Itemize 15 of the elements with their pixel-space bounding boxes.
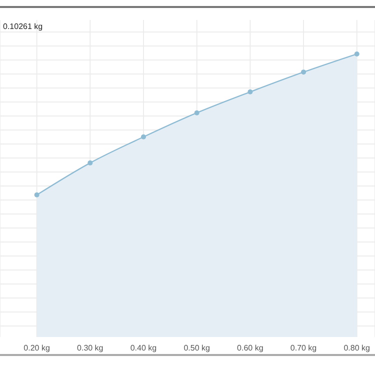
x-tick-label: 0.70 kg [290,344,317,353]
x-tick-label: 0.20 kg [24,344,50,353]
point [140,134,146,140]
point [248,89,253,94]
x-tick-label: 0.40 kg [130,344,157,353]
x-tick-label: 0.60 kg [237,344,264,353]
x-tick-label: 0.80 kg [344,344,370,353]
point [301,70,306,75]
point [194,110,200,116]
x-tick-label: 0.50 kg [184,344,210,353]
point [34,192,40,198]
point [354,51,360,56]
x-tick-label: 0.30 kg [77,344,104,353]
text: 0.10261 kg [3,22,43,31]
point [88,160,93,166]
